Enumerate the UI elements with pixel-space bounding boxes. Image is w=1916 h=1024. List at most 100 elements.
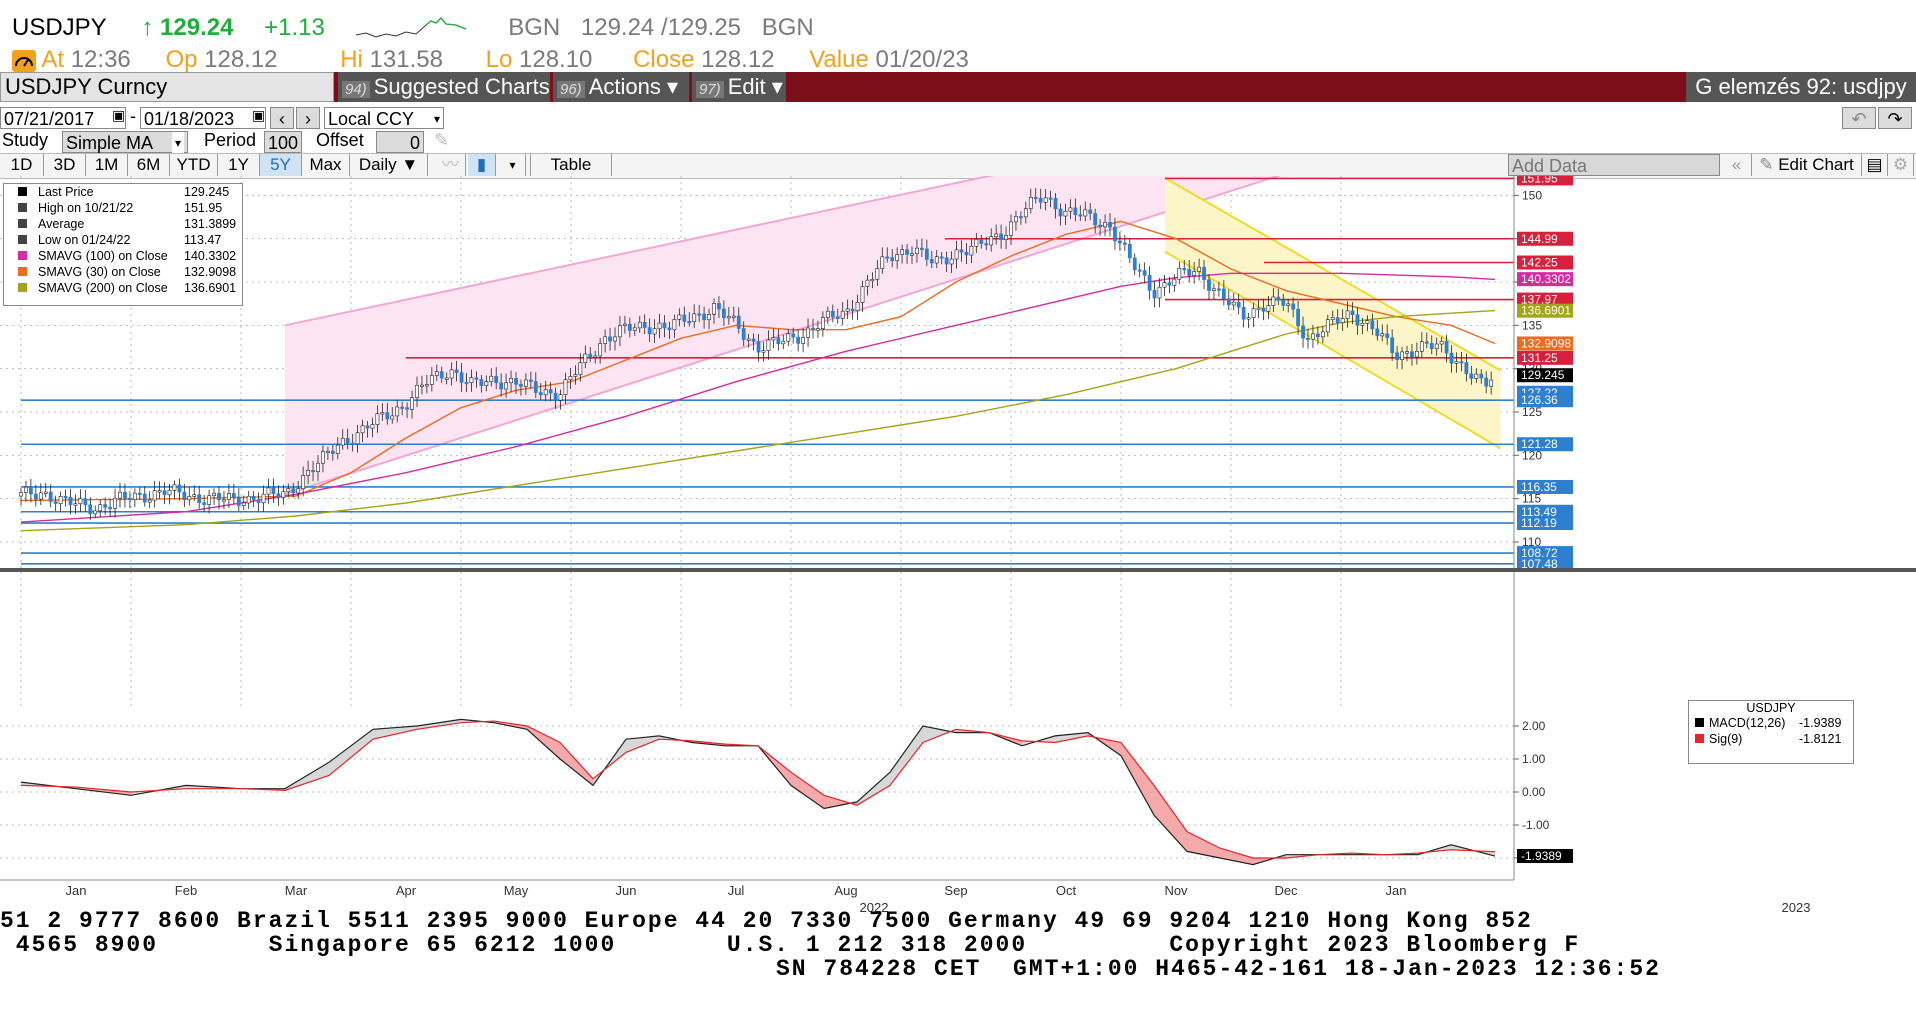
undo-button[interactable]: ↶ — [1842, 107, 1876, 129]
candle-body — [692, 313, 697, 322]
chart-settings-icon[interactable]: ▤ — [1862, 154, 1888, 176]
bar-chart-icon[interactable]: ▮ — [468, 154, 496, 176]
legend-item[interactable]: SMAVG (100) on Close 140.3302 — [4, 248, 242, 264]
range-ytd[interactable]: YTD — [170, 154, 218, 176]
candle-body — [88, 504, 93, 515]
value-date: 01/20/23 — [875, 46, 969, 73]
date-from-value: 07/21/2017 — [4, 109, 95, 129]
candle-body — [132, 492, 137, 500]
candle-body — [1454, 361, 1459, 364]
candle-body — [1098, 224, 1103, 228]
candle-body — [905, 249, 909, 255]
candle-body — [806, 327, 810, 338]
line-chart-icon[interactable]: 〰 — [436, 154, 466, 176]
gear-icon[interactable]: ⚙ — [1888, 154, 1914, 176]
frequency-select[interactable]: Daily ▼ — [350, 154, 428, 176]
suggested-charts-button[interactable]: 94) Suggested Charts — [338, 72, 550, 102]
date-from-field[interactable]: 07/21/2017 — [0, 107, 126, 129]
legend-item[interactable]: SMAVG (200) on Close 136.6901 — [4, 280, 242, 296]
range-1y[interactable]: 1Y — [218, 154, 260, 176]
collapse-icon[interactable]: « — [1722, 154, 1752, 176]
candle-body — [850, 308, 855, 311]
candle-body — [479, 379, 484, 386]
candle-body — [811, 327, 815, 330]
range-5y[interactable]: 5Y — [260, 154, 302, 176]
range-max[interactable]: Max — [302, 154, 350, 176]
macd-legend-item[interactable]: MACD(12,26) -1.9389 — [1689, 715, 1853, 731]
add-data-field[interactable]: Add Data — [1508, 154, 1720, 176]
edit-chart-button[interactable]: ✎ Edit Chart — [1752, 154, 1862, 176]
macd-histogram-fill — [417, 719, 461, 730]
chart-type-dropdown[interactable]: ▾ — [500, 154, 526, 176]
price-tag — [1517, 176, 1573, 186]
candle-body — [350, 442, 355, 445]
legend-item[interactable]: SMAVG (30) on Close 132.9098 — [4, 264, 242, 280]
date-to-field[interactable]: 01/18/2023 — [140, 107, 266, 129]
security-field[interactable]: USDJPY Curncy — [0, 72, 334, 102]
price-chart[interactable]: 155150145140135130125120115110151.95144.… — [0, 176, 1916, 920]
legend-item[interactable]: Low on 01/24/22 113.47 — [4, 232, 242, 248]
price-tag-label: 151.95 — [1521, 176, 1558, 185]
candle-body — [593, 355, 598, 358]
main-legend[interactable]: Last Price 129.245 High on 10/21/22 151.95 A… — [3, 183, 243, 306]
calendar-icon[interactable]: ▣ — [252, 107, 266, 123]
candle-body — [1311, 333, 1315, 340]
open-label: Op — [165, 46, 198, 73]
range-3d[interactable]: 3D — [44, 154, 86, 176]
macd-histogram-fill — [791, 772, 824, 809]
candle-body — [63, 495, 68, 499]
candle-body — [1113, 226, 1117, 242]
legend-item[interactable]: Last Price 129.245 — [4, 184, 242, 200]
candle-body — [504, 382, 509, 390]
calendar-icon[interactable]: ▣ — [112, 107, 126, 123]
period-field[interactable]: 100 — [264, 131, 302, 153]
candle-body — [19, 492, 23, 497]
macd-histogram-fill — [1022, 735, 1055, 746]
offset-field[interactable]: 0 — [376, 131, 424, 153]
range-1d[interactable]: 1D — [0, 154, 44, 176]
candle-body — [1484, 377, 1489, 387]
candle-body — [994, 233, 999, 237]
redo-button[interactable]: ↷ — [1878, 107, 1912, 129]
legend-item[interactable]: Average 131.3899 — [4, 216, 242, 232]
price-tag-label: 144.99 — [1521, 232, 1558, 246]
legend-label: High on 10/21/22 — [38, 201, 134, 215]
range-6m[interactable]: 6M — [128, 154, 170, 176]
price-tag-label: 108.72 — [1521, 546, 1558, 560]
price-tag — [1517, 546, 1573, 561]
macd-legend-item[interactable]: Sig(9) -1.8121 — [1689, 731, 1853, 747]
table-button[interactable]: Table — [530, 154, 612, 176]
candle-body — [1266, 305, 1271, 312]
candle-body — [321, 451, 325, 464]
pencil-icon[interactable]: ✎ — [434, 130, 450, 150]
candle-body — [1365, 320, 1370, 324]
candle-body — [137, 492, 142, 495]
study-select[interactable]: Simple MA ▾ — [62, 131, 188, 154]
candle-body — [222, 499, 226, 502]
legend-item[interactable]: High on 10/21/22 151.95 — [4, 200, 242, 216]
candle-body — [424, 384, 429, 387]
macd-legend-rows: MACD(12,26) -1.9389 Sig(9) -1.8121 — [1689, 715, 1853, 747]
candle-body — [68, 496, 73, 505]
range-1m[interactable]: 1M — [86, 154, 128, 176]
next-period-button[interactable]: › — [296, 107, 320, 129]
macd-histogram-fill — [527, 726, 560, 759]
price-tag-label: 137.97 — [1521, 293, 1558, 307]
legend-value: -1.9389 — [1799, 716, 1842, 730]
edit-menu[interactable]: 97) Edit ▾ — [692, 72, 786, 102]
at-time: 12:36 — [70, 46, 131, 73]
macd-legend[interactable]: USDJPY MACD(12,26) -1.9389 Sig(9) -1.8121 — [1688, 700, 1854, 764]
candle-body — [157, 490, 162, 493]
price-tag — [1517, 556, 1573, 571]
open-value: 128.12 — [204, 46, 278, 73]
prev-period-button[interactable]: ‹ — [270, 107, 294, 129]
legend-label: Average — [38, 217, 85, 231]
candle-body — [618, 325, 622, 338]
speedometer-icon[interactable] — [12, 49, 36, 72]
candle-body — [1306, 337, 1310, 341]
macd-histogram-fill — [329, 729, 373, 776]
currency-select[interactable]: Local CCY ▾ — [324, 107, 444, 129]
candle-body — [375, 413, 380, 425]
actions-menu[interactable]: 96) Actions ▾ — [553, 72, 689, 102]
candle-body — [1083, 209, 1088, 217]
